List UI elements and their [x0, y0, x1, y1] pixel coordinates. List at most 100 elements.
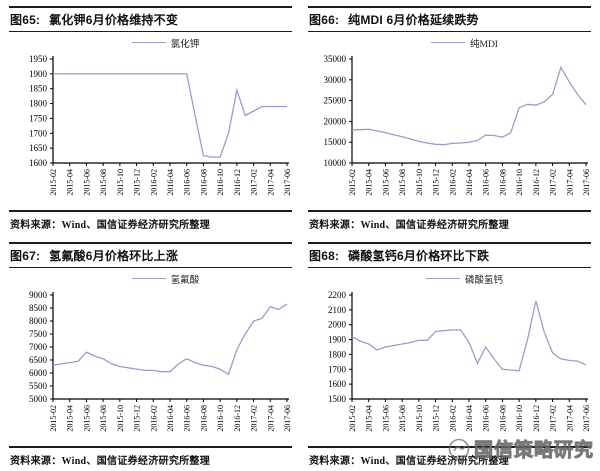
figure-panel-66: 图66: 纯MDI 6月价格延续跌势 纯MDI 10000 15000 20000 2…	[308, 6, 591, 231]
panel-top-rule	[308, 242, 591, 244]
legend-line-swatch	[425, 278, 460, 279]
svg-text:35000: 35000	[324, 54, 347, 64]
figure-title: 图66: 纯MDI 6月价格延续跌势	[308, 8, 591, 31]
svg-text:2016-10: 2016-10	[515, 405, 524, 432]
svg-text:2015-02: 2015-02	[49, 169, 58, 196]
svg-text:2016-08: 2016-08	[498, 169, 507, 196]
svg-text:2017-04: 2017-04	[266, 169, 275, 196]
svg-text:2015-06: 2015-06	[381, 169, 390, 196]
legend-line-swatch	[431, 42, 465, 43]
svg-text:1850: 1850	[29, 84, 48, 94]
svg-text:2015-02: 2015-02	[348, 405, 357, 432]
svg-text:2015-12: 2015-12	[133, 169, 142, 196]
svg-text:5000: 5000	[29, 394, 48, 404]
svg-text:2016-02: 2016-02	[149, 405, 158, 432]
chart-legend: 纯MDI	[338, 35, 591, 50]
svg-text:2015-06: 2015-06	[82, 405, 91, 432]
svg-text:10000: 10000	[324, 158, 347, 168]
chart-legend: 磷酸氢钙	[338, 271, 591, 286]
svg-text:2016-06: 2016-06	[482, 405, 491, 432]
legend-label: 氢氟酸	[170, 275, 200, 286]
figure-panel-67: 图67: 氢氟酸6月价格环比上涨 氢氟酸 5000 5500 6000 6500 700…	[9, 242, 292, 467]
svg-text:2015-08: 2015-08	[398, 405, 407, 432]
legend-label: 纯MDI	[470, 39, 498, 50]
figure-title: 图68: 磷酸氢钙6月价格环比下跌	[308, 244, 591, 267]
source-note: 资料来源：Wind、国信证券经济研究所整理	[10, 456, 211, 467]
svg-text:1600: 1600	[29, 158, 48, 168]
svg-text:2016-08: 2016-08	[199, 405, 208, 432]
legend-line-swatch	[131, 278, 166, 279]
svg-text:2017-02: 2017-02	[549, 169, 558, 196]
figure-title-text: 磷酸氢钙6月价格环比下跌	[348, 249, 490, 263]
svg-text:2100: 2100	[328, 305, 347, 315]
svg-text:2015-12: 2015-12	[432, 169, 441, 196]
line-chart-potassium-chloride: 1600 1650 1700 1750 1800 1850 1900 1950 2015-02 2…	[29, 54, 292, 196]
svg-text:1700: 1700	[29, 128, 48, 138]
svg-text:2016-04: 2016-04	[166, 169, 175, 196]
svg-text:1750: 1750	[29, 113, 48, 123]
svg-text:2017-02: 2017-02	[250, 169, 259, 196]
chart-legend: 氢氟酸	[39, 271, 292, 286]
svg-text:2016-04: 2016-04	[465, 169, 474, 196]
svg-text:2015-12: 2015-12	[432, 405, 441, 432]
source-note: 资料来源：Wind、国信证券经济研究所整理	[309, 456, 510, 467]
svg-text:2016-02: 2016-02	[149, 169, 158, 196]
svg-text:2016-02: 2016-02	[448, 405, 457, 432]
svg-text:5500: 5500	[29, 381, 48, 391]
title-underline-rule	[9, 267, 292, 268]
svg-text:1900: 1900	[328, 335, 347, 345]
svg-text:2015-12: 2015-12	[133, 405, 142, 432]
line-chart-calcium-hydrogen-phosphate: 1500 1600 1700 1800 1900 2000 2100 2200 2015-02 2…	[328, 290, 591, 432]
svg-text:2015-04: 2015-04	[66, 405, 75, 432]
figure-number: 图65:	[10, 13, 41, 27]
svg-text:7500: 7500	[29, 329, 48, 339]
svg-text:2016-08: 2016-08	[498, 405, 507, 432]
svg-text:2016-04: 2016-04	[166, 405, 175, 432]
svg-text:1700: 1700	[328, 364, 347, 374]
source-rule	[9, 446, 292, 448]
title-underline-rule	[9, 31, 292, 32]
svg-text:2015-04: 2015-04	[66, 169, 75, 196]
svg-text:2016-12: 2016-12	[532, 405, 541, 432]
svg-text:25000: 25000	[324, 96, 347, 106]
source-rule	[9, 210, 292, 212]
svg-text:2017-06: 2017-06	[582, 405, 591, 432]
line-chart-hydrofluoric-acid: 5000 5500 6000 6500 7000 7500 8000 8500 9000 2015…	[29, 290, 292, 432]
svg-text:2000: 2000	[328, 320, 347, 330]
svg-text:1800: 1800	[29, 99, 48, 109]
legend-label: 磷酸氢钙	[464, 275, 503, 286]
svg-text:2016-10: 2016-10	[216, 405, 225, 432]
figure-title-text: 纯MDI 6月价格延续跌势	[348, 13, 479, 27]
svg-text:2016-04: 2016-04	[465, 405, 474, 432]
figure-panel-68: 图68: 磷酸氢钙6月价格环比下跌 磷酸氢钙 1500 1600 1700 1800 1…	[308, 242, 591, 467]
panel-top-rule	[9, 6, 292, 8]
svg-text:1800: 1800	[328, 349, 347, 359]
svg-text:2015-08: 2015-08	[99, 169, 108, 196]
figure-title: 图65: 氯化钾6月价格维持不变	[9, 8, 292, 31]
title-underline-rule	[308, 267, 591, 268]
svg-text:1900: 1900	[29, 69, 48, 79]
svg-text:2015-10: 2015-10	[415, 405, 424, 432]
svg-text:6000: 6000	[29, 368, 48, 378]
svg-text:2015-06: 2015-06	[82, 169, 91, 196]
figure-title: 图67: 氢氟酸6月价格环比上涨	[9, 244, 292, 267]
svg-text:2015-08: 2015-08	[99, 405, 108, 432]
svg-text:1600: 1600	[328, 379, 347, 389]
figure-title-text: 氢氟酸6月价格环比上涨	[49, 249, 179, 263]
svg-text:2017-06: 2017-06	[283, 405, 292, 432]
figure-number: 图68:	[309, 249, 340, 263]
svg-text:2015-04: 2015-04	[365, 405, 374, 432]
svg-text:2016-12: 2016-12	[532, 169, 541, 196]
svg-text:2015-02: 2015-02	[348, 169, 357, 196]
legend-label: 氯化钾	[170, 39, 200, 50]
figure-number: 图67:	[10, 249, 41, 263]
svg-text:2015-04: 2015-04	[365, 169, 374, 196]
svg-text:9000: 9000	[29, 290, 48, 300]
svg-text:15000: 15000	[324, 137, 347, 147]
figure-number: 图66:	[309, 13, 340, 27]
svg-text:2015-02: 2015-02	[49, 405, 58, 432]
svg-text:2015-10: 2015-10	[116, 405, 125, 432]
svg-text:1650: 1650	[29, 143, 48, 153]
svg-text:2017-04: 2017-04	[266, 405, 275, 432]
